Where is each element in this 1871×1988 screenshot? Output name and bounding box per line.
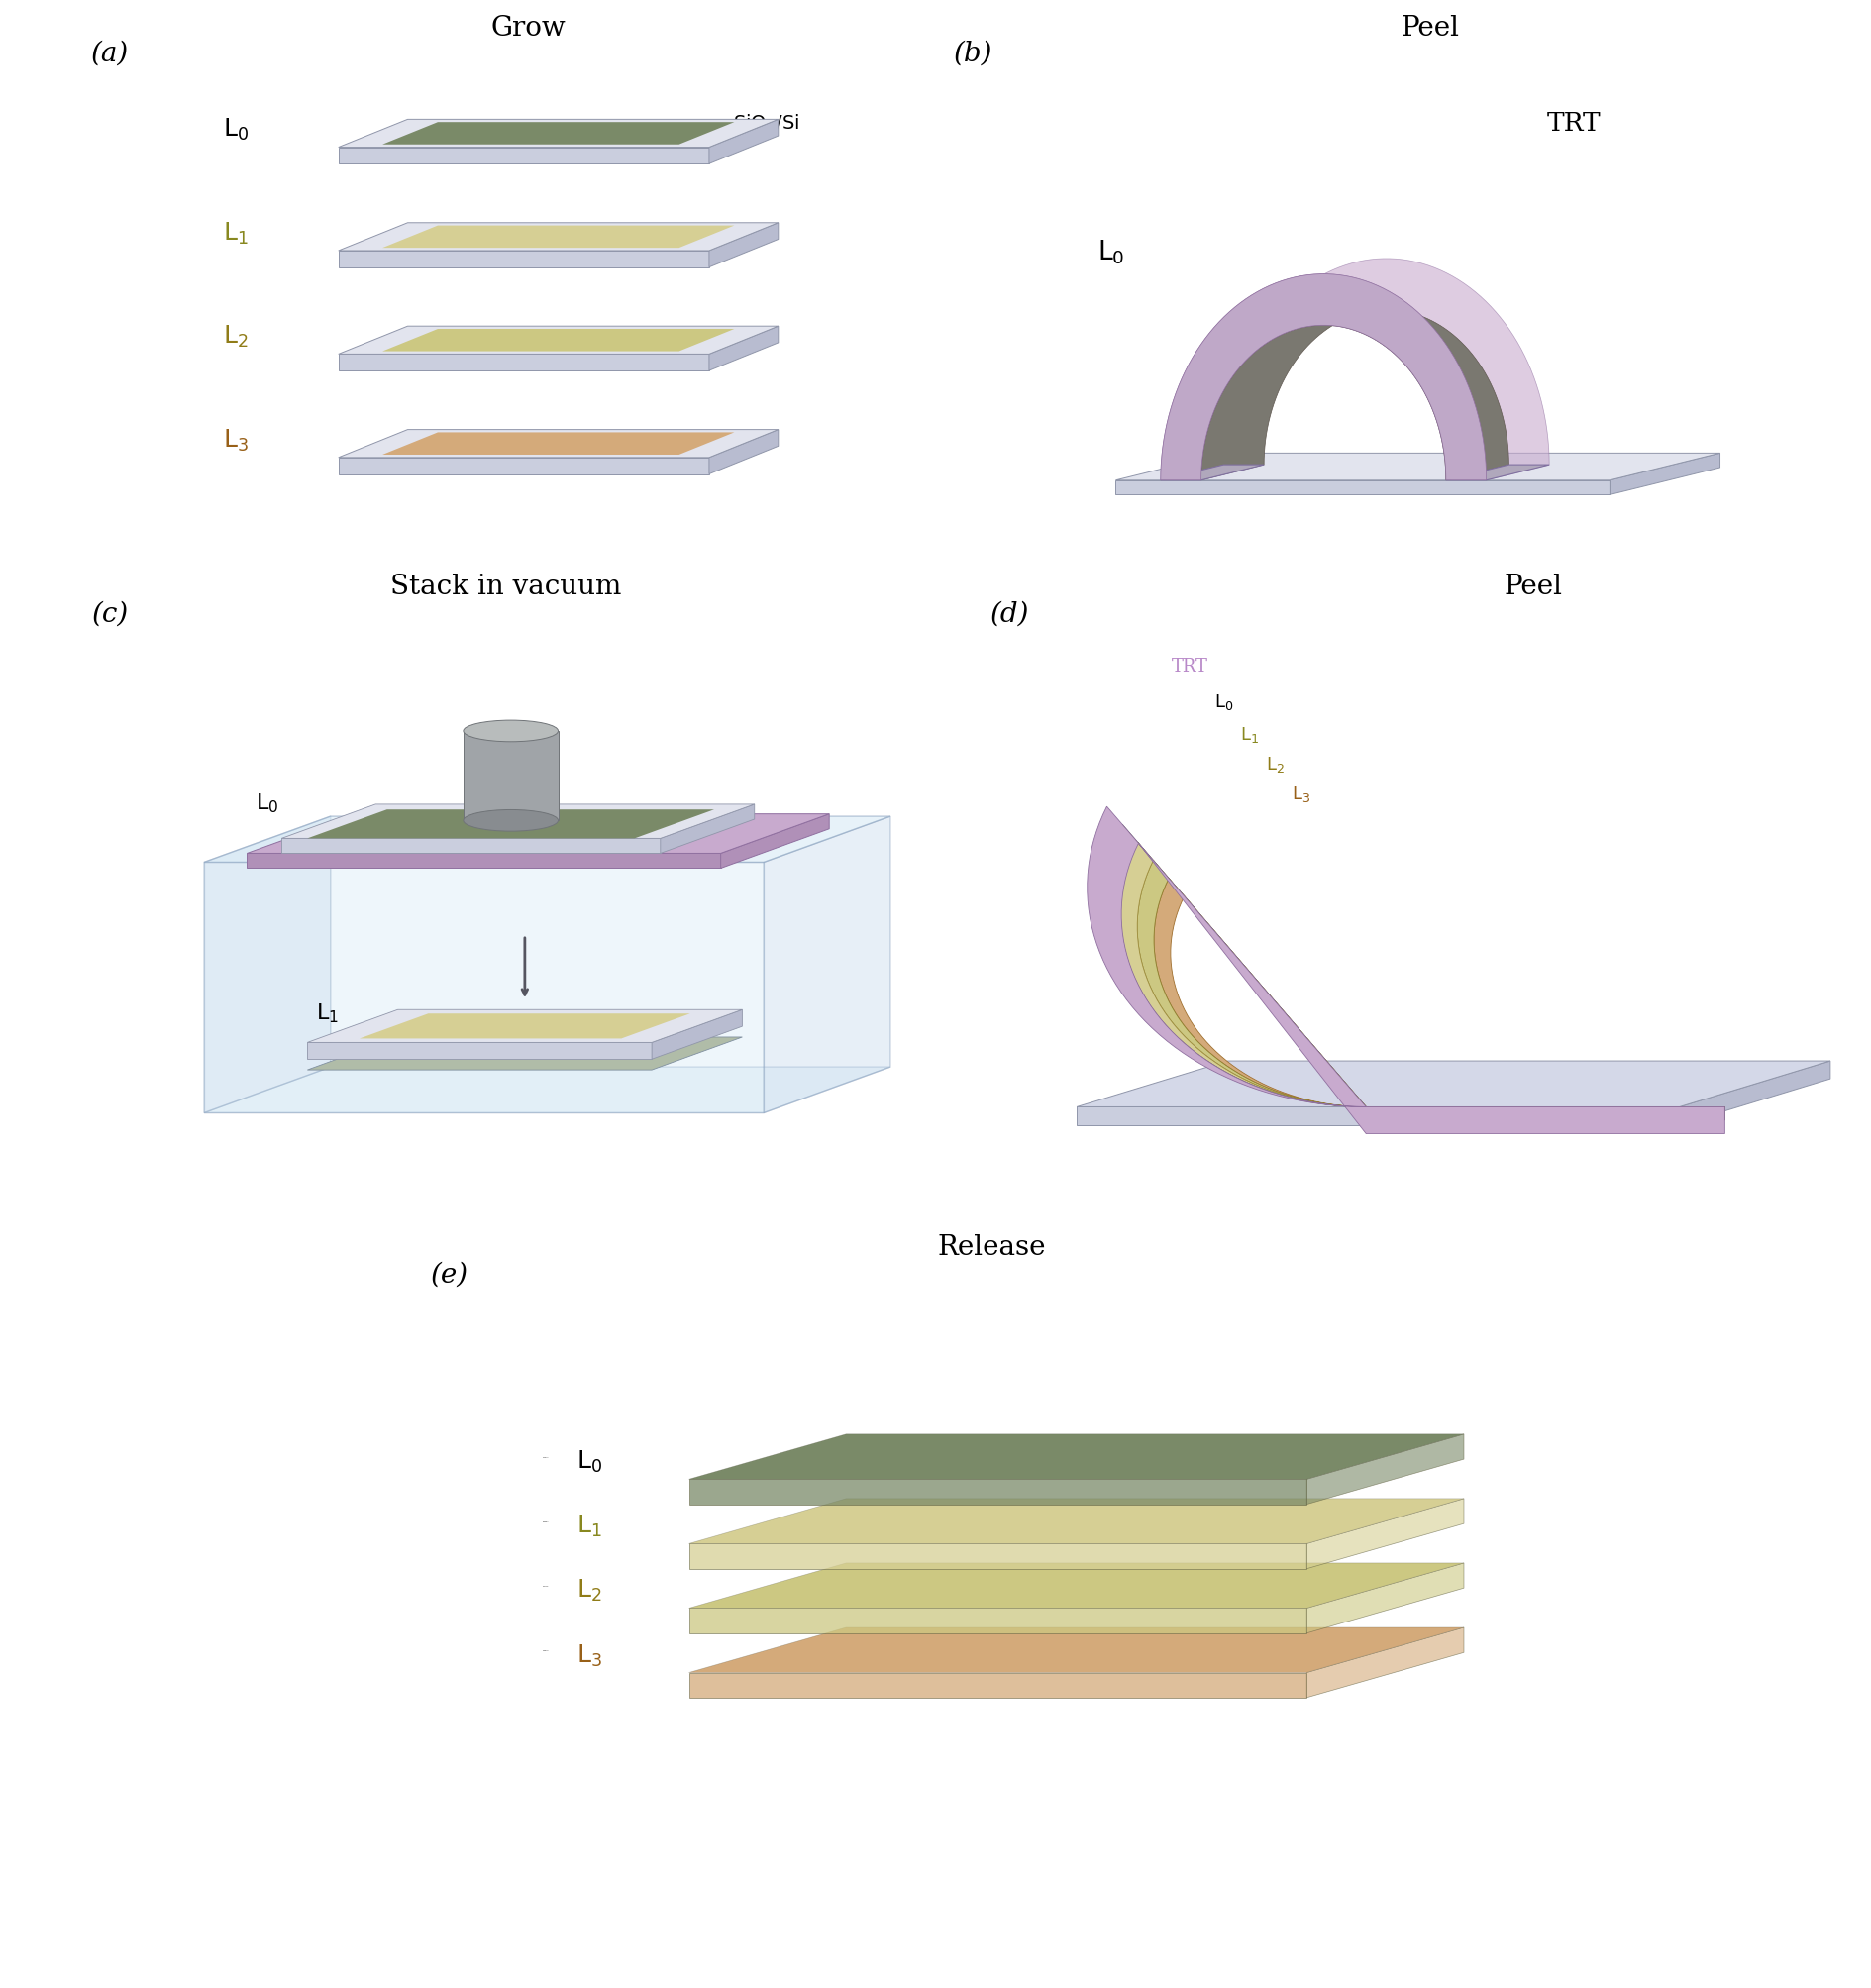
Polygon shape — [307, 809, 715, 839]
Text: $\mathrm{L_0}$: $\mathrm{L_0}$ — [576, 1449, 602, 1475]
Polygon shape — [689, 1628, 1463, 1672]
Text: $\mathrm{L_3}$: $\mathrm{L_3}$ — [576, 1642, 602, 1668]
Polygon shape — [204, 817, 331, 1113]
Polygon shape — [1115, 481, 1609, 495]
Text: (b): (b) — [954, 40, 992, 68]
Polygon shape — [1087, 807, 1723, 1133]
Polygon shape — [339, 223, 778, 250]
Polygon shape — [307, 1010, 741, 1044]
Ellipse shape — [464, 811, 558, 831]
Text: $\mathrm{L_2}$: $\mathrm{L_2}$ — [1265, 755, 1284, 773]
Polygon shape — [1076, 1107, 1678, 1125]
Polygon shape — [339, 250, 709, 268]
Polygon shape — [307, 1038, 741, 1070]
Text: (d): (d) — [990, 600, 1029, 626]
Polygon shape — [689, 1563, 1463, 1608]
Polygon shape — [247, 815, 829, 855]
Text: (e): (e) — [430, 1260, 468, 1288]
Polygon shape — [709, 223, 778, 268]
Polygon shape — [1678, 1062, 1830, 1125]
Polygon shape — [339, 147, 709, 165]
Text: $\mathrm{L_1}$: $\mathrm{L_1}$ — [1240, 726, 1259, 744]
Polygon shape — [709, 429, 778, 475]
Polygon shape — [1153, 879, 1723, 1121]
Polygon shape — [1160, 274, 1486, 481]
Polygon shape — [1076, 1062, 1830, 1107]
Polygon shape — [204, 817, 891, 863]
Polygon shape — [382, 330, 733, 352]
Ellipse shape — [464, 722, 558, 742]
Text: TRT: TRT — [1171, 658, 1207, 674]
Text: $\mathrm{L_3}$: $\mathrm{L_3}$ — [223, 427, 249, 453]
Polygon shape — [339, 119, 778, 147]
Polygon shape — [1160, 258, 1549, 481]
Text: (a): (a) — [92, 40, 129, 68]
Text: Release: Release — [937, 1233, 1046, 1260]
Text: $\mathrm{SiO_2/Si}$: $\mathrm{SiO_2/Si}$ — [733, 111, 799, 135]
Polygon shape — [1115, 453, 1719, 481]
Text: TRT: TRT — [1545, 111, 1600, 135]
Text: Peel: Peel — [1502, 575, 1562, 600]
Polygon shape — [339, 354, 709, 372]
Text: $\mathrm{L_0}$: $\mathrm{L_0}$ — [223, 117, 249, 143]
Polygon shape — [1444, 465, 1549, 481]
Polygon shape — [660, 805, 754, 855]
Polygon shape — [720, 815, 829, 869]
Polygon shape — [359, 1014, 690, 1040]
Text: Peel: Peel — [1400, 14, 1459, 42]
Polygon shape — [339, 457, 709, 475]
Polygon shape — [339, 326, 778, 354]
Polygon shape — [689, 1608, 1306, 1634]
Text: (c): (c) — [92, 600, 129, 626]
Polygon shape — [1306, 1628, 1463, 1698]
Polygon shape — [247, 855, 720, 869]
Polygon shape — [1306, 1435, 1463, 1505]
Polygon shape — [382, 227, 733, 248]
Text: $\mathrm{L_1}$: $\mathrm{L_1}$ — [316, 1002, 339, 1024]
Text: $\mathrm{L_2}$: $\mathrm{L_2}$ — [223, 324, 249, 350]
Polygon shape — [382, 123, 733, 145]
Text: $\mathrm{L_2}$: $\mathrm{L_2}$ — [576, 1576, 602, 1604]
Text: $\mathrm{L_3}$: $\mathrm{L_3}$ — [1291, 785, 1310, 803]
Polygon shape — [689, 1435, 1463, 1479]
Polygon shape — [339, 429, 778, 457]
Text: $\mathrm{L_0}$: $\mathrm{L_0}$ — [256, 791, 279, 815]
Polygon shape — [689, 1499, 1463, 1545]
Polygon shape — [382, 433, 733, 455]
Polygon shape — [204, 863, 763, 1113]
Polygon shape — [651, 1010, 741, 1060]
Polygon shape — [709, 326, 778, 372]
Text: $\mathrm{L_1}$: $\mathrm{L_1}$ — [576, 1513, 602, 1539]
Polygon shape — [709, 119, 778, 165]
Polygon shape — [281, 805, 754, 839]
Polygon shape — [689, 1672, 1306, 1698]
Text: Grow: Grow — [490, 14, 565, 42]
Polygon shape — [763, 817, 891, 1113]
Polygon shape — [1306, 1563, 1463, 1634]
Polygon shape — [1121, 843, 1723, 1121]
Polygon shape — [281, 839, 660, 855]
Polygon shape — [1160, 465, 1263, 481]
Text: $\mathrm{L_0}$: $\mathrm{L_0}$ — [1214, 692, 1233, 712]
Polygon shape — [464, 732, 558, 821]
Polygon shape — [1138, 861, 1723, 1121]
Polygon shape — [1306, 1499, 1463, 1569]
Polygon shape — [1104, 825, 1723, 1121]
Text: $\mathrm{L_0}$: $\mathrm{L_0}$ — [1096, 239, 1124, 266]
Polygon shape — [689, 1545, 1306, 1569]
Text: Stack in vacuum: Stack in vacuum — [389, 575, 621, 600]
Polygon shape — [307, 1044, 651, 1060]
Polygon shape — [689, 1479, 1306, 1505]
Text: $\mathrm{L_1}$: $\mathrm{L_1}$ — [223, 221, 249, 247]
Polygon shape — [1609, 453, 1719, 495]
Polygon shape — [1201, 310, 1508, 481]
Polygon shape — [204, 1068, 891, 1113]
